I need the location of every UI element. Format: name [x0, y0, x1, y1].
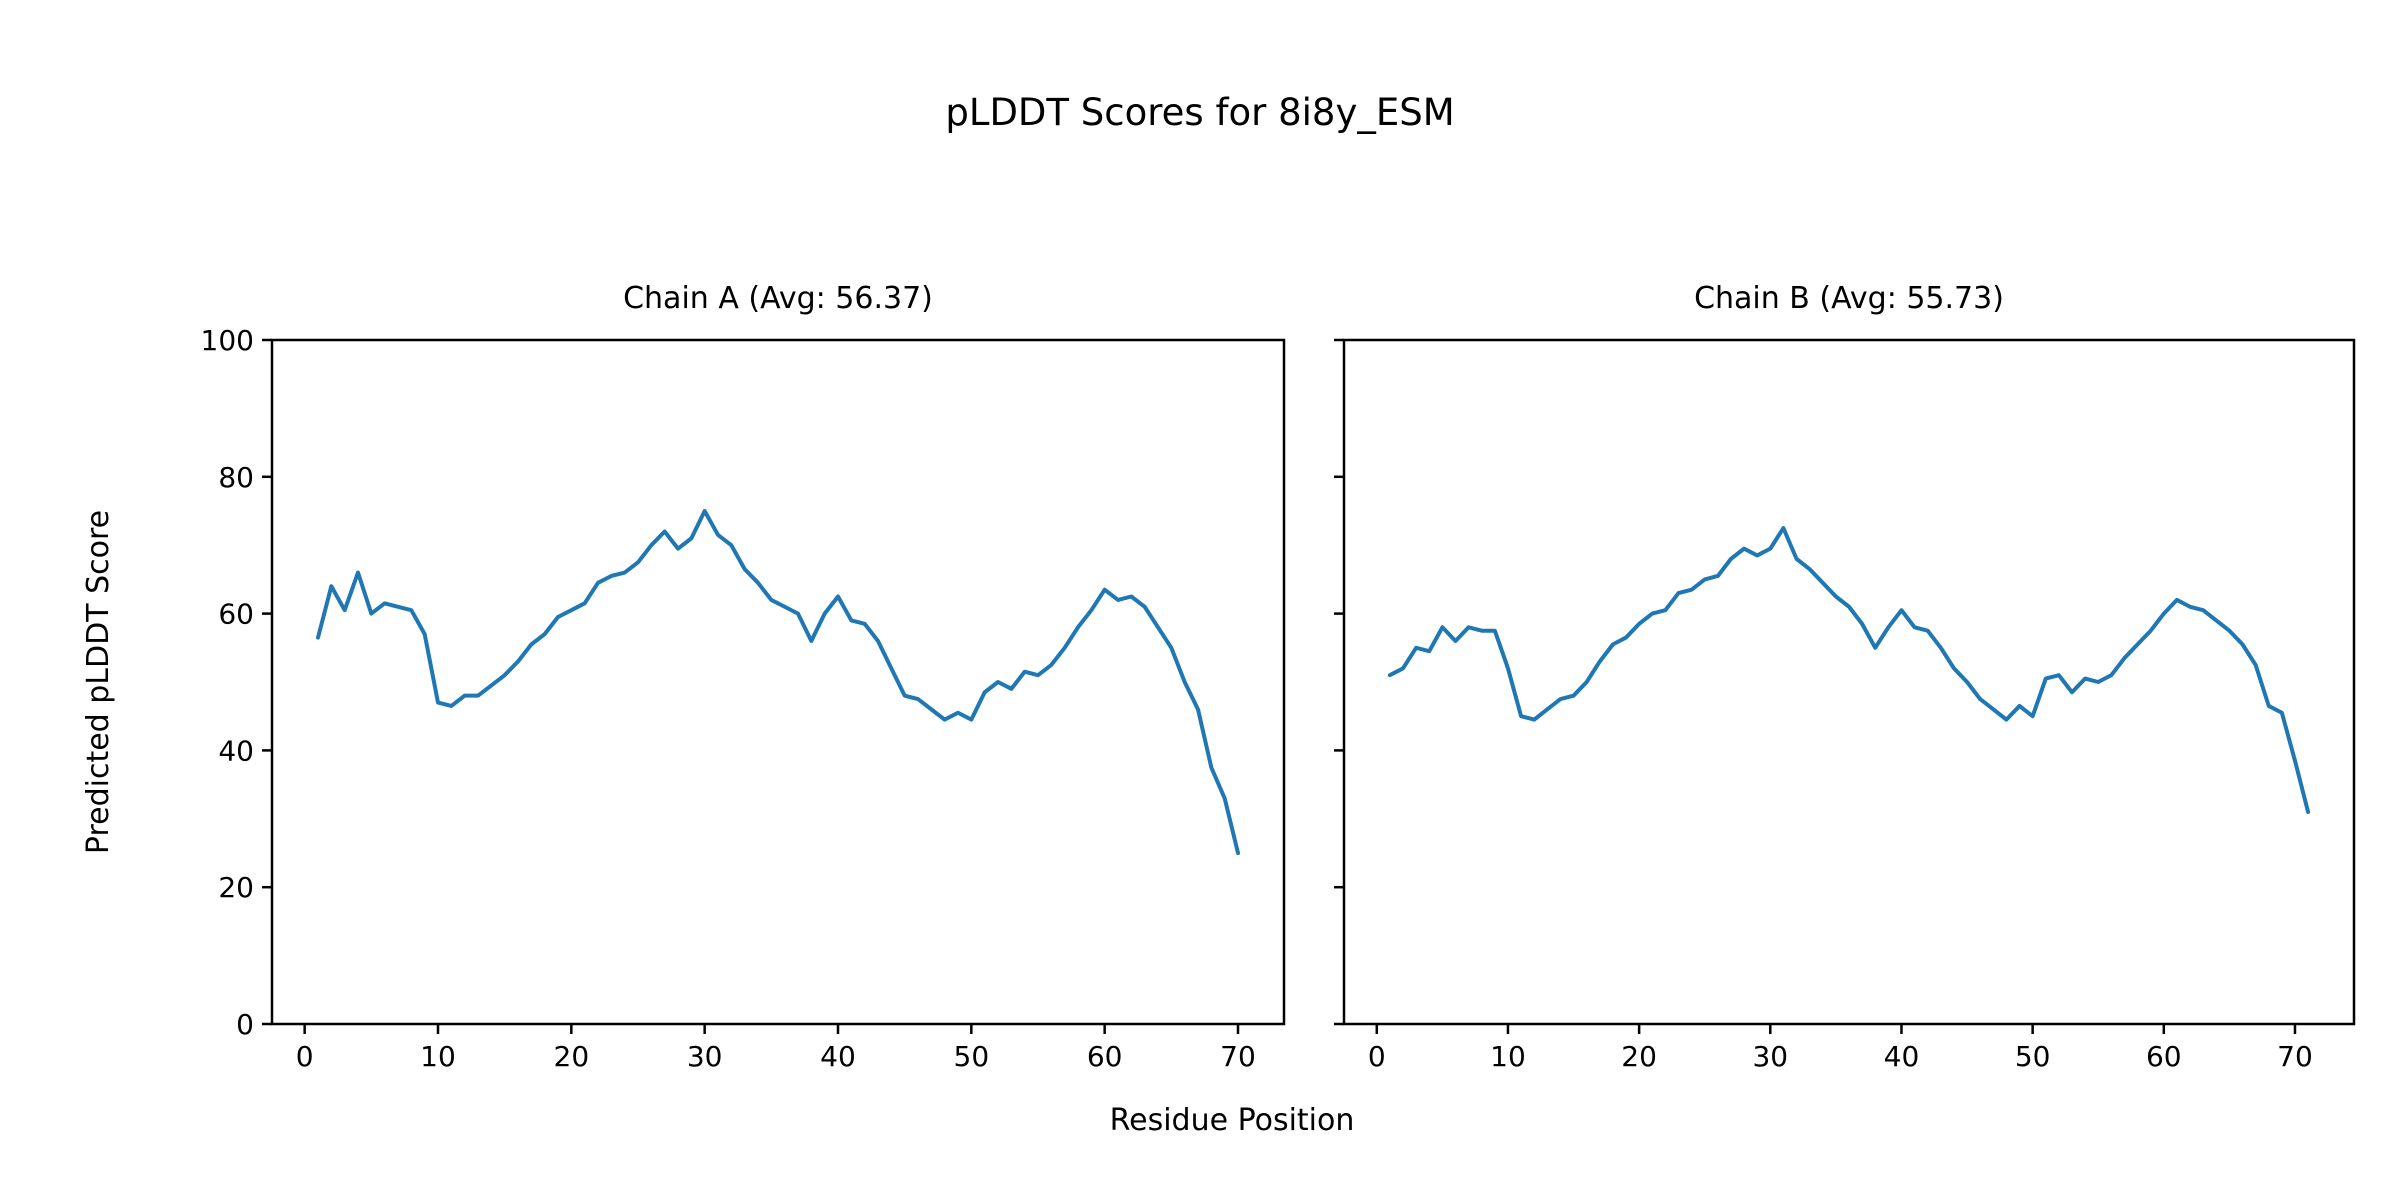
x-tick-label: 40 [820, 1040, 856, 1073]
axes-spines [1342, 338, 2356, 1026]
subplot-b-title: Chain B (Avg: 55.73) [1694, 281, 2004, 316]
x-tick-label: 30 [687, 1040, 723, 1073]
y-tick-label: 40 [218, 734, 254, 767]
axes-spines [270, 338, 1286, 1026]
y-tick-label: 100 [201, 324, 254, 357]
plddt-line-series [1387, 526, 2311, 814]
x-tick-label: 50 [954, 1040, 990, 1073]
x-tick-label: 60 [2146, 1040, 2182, 1073]
x-tick-label: 40 [1884, 1040, 1920, 1073]
x-tick-label: 20 [554, 1040, 590, 1073]
x-tick-label: 0 [1368, 1040, 1386, 1073]
x-axis-label: Residue Position [1110, 1103, 1355, 1138]
x-tick-label: 20 [1621, 1040, 1657, 1073]
y-axis-label: Predicted pLDDT Score [81, 510, 116, 854]
x-tick-label: 70 [2277, 1040, 2313, 1073]
y-tick-label: 0 [236, 1008, 254, 1041]
subplot-a-title: Chain A (Avg: 56.37) [623, 281, 933, 316]
y-tick-label: 20 [218, 871, 254, 904]
x-tick-label: 10 [1490, 1040, 1526, 1073]
x-tick-label: 10 [420, 1040, 456, 1073]
plot-chain-a: 0 10 20 30 40 50 60 70 0 20 40 60 80 100 [201, 324, 1286, 1073]
x-tick-label: 70 [1220, 1040, 1256, 1073]
plot-chain-b: 0 10 20 30 40 50 60 70 [1334, 338, 2356, 1073]
x-tick-label: 50 [2015, 1040, 2051, 1073]
x-tick-label: 0 [296, 1040, 314, 1073]
y-tick-label: 80 [218, 461, 254, 494]
y-tick-label: 60 [218, 598, 254, 631]
x-tick-label: 60 [1087, 1040, 1123, 1073]
figure-title: pLDDT Scores for 8i8y_ESM [945, 91, 1454, 134]
plddt-line-series [316, 509, 1240, 855]
x-tick-label: 30 [1752, 1040, 1788, 1073]
